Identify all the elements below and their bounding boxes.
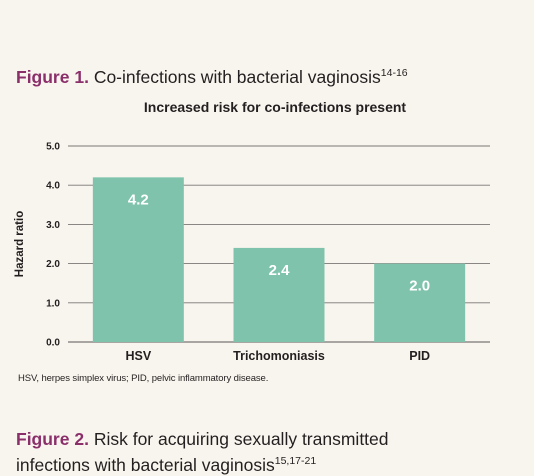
x-tick-label: Trichomoniasis: [233, 349, 325, 363]
bar: [374, 263, 466, 342]
chart-title: Increased risk for co-infections present: [143, 99, 407, 115]
figure-2-title-line-1: Risk for acquiring sexually transmitted: [93, 429, 389, 449]
figure-1-label: Figure 1.: [16, 67, 89, 87]
x-tick-label: PID: [409, 349, 430, 363]
y-axis-label: Hazard ratio: [14, 211, 26, 277]
figure-2-title-line-2: infections with bacterial vaginosis: [16, 455, 275, 475]
figure-1-refs: 14-16: [380, 67, 408, 79]
bar: [92, 177, 184, 342]
figure-1-title: Co-infections with bacterial vaginosis: [93, 67, 381, 87]
y-tick-label: 2.0: [46, 259, 60, 270]
bar-chart: 0.0 1.0 2.0 3.0 4.0 5.0 Hazard ratio 4.2 HSV 2.4 T…: [14, 142, 490, 363]
bar-value-label: 2.4: [269, 262, 291, 279]
bar: [233, 247, 325, 342]
y-tick-label: 3.0: [46, 220, 60, 231]
x-tick-label: HSV: [125, 349, 151, 363]
y-tick-label: 0.0: [46, 338, 60, 349]
figure-2-heading: Figure 2. Risk for acquiring sexually tr…: [16, 428, 389, 476]
bar-value-label: 4.2: [128, 191, 149, 208]
bar-value-label: 2.0: [409, 278, 430, 295]
y-tick-label: 4.0: [46, 181, 60, 192]
y-tick-label: 5.0: [46, 142, 60, 153]
y-tick-label: 1.0: [46, 298, 60, 309]
figure-1-heading: Figure 1. Co-infections with bacterial v…: [16, 62, 408, 88]
chart-footnote: HSV, herpes simplex virus; PID, pelvic i…: [18, 373, 269, 384]
figure-2-label: Figure 2.: [16, 429, 89, 449]
figure-2-refs: 15,17-21: [274, 455, 317, 467]
